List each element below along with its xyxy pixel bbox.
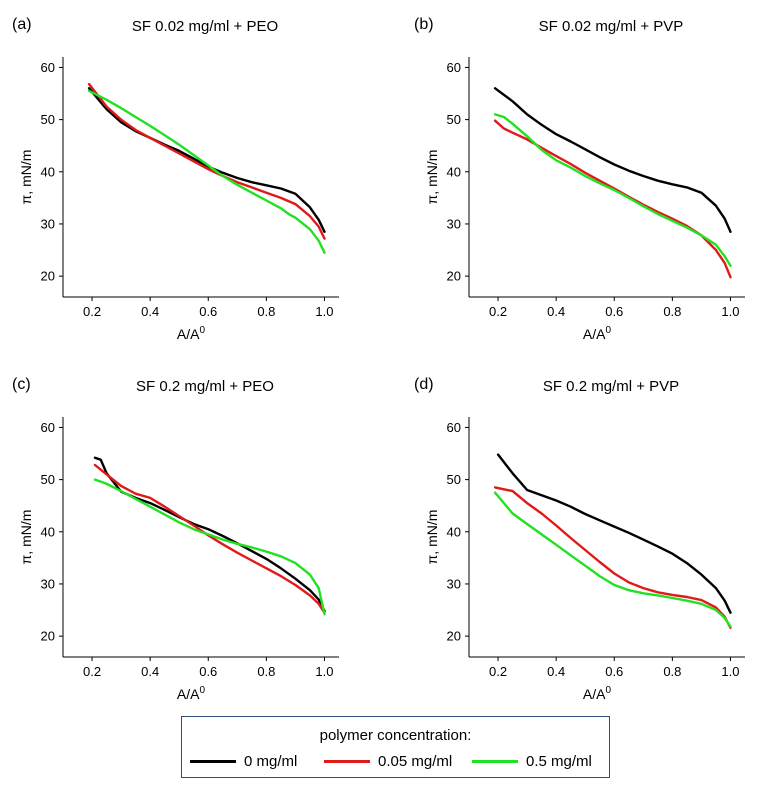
- x-tick-label-d-0.8: 0.8: [663, 664, 681, 679]
- x-tick-label-b-0.2: 0.2: [489, 304, 507, 319]
- y-tick-label-b-40: 40: [447, 164, 461, 179]
- legend-swatch-0-05-mg-ml: [324, 759, 370, 763]
- x-tick-label-c-0.4: 0.4: [141, 664, 159, 679]
- series-line-c-0-5-mg-ml: [93, 478, 326, 616]
- series-line-b-0-05-mg-ml: [493, 119, 732, 279]
- x-tick-label-a-0.8: 0.8: [257, 304, 275, 319]
- y-tick-label-c-20: 20: [41, 629, 55, 644]
- y-tick-label-a-30: 30: [41, 216, 55, 231]
- y-tick-label-b-20: 20: [447, 269, 461, 284]
- series-line-b-0-mg-ml: [493, 87, 732, 234]
- legend: polymer concentration: 0 mg/ml 0.05 mg/m…: [181, 716, 610, 778]
- x-tick-label-a-0.4: 0.4: [141, 304, 159, 319]
- x-tick-label-b-0.8: 0.8: [663, 304, 681, 319]
- y-tick-label-a-40: 40: [41, 164, 55, 179]
- series-line-a-0-5-mg-ml: [87, 89, 326, 254]
- x-tick-label-b-0.4: 0.4: [547, 304, 565, 319]
- legend-label-0-5-mg-ml: 0.5 mg/ml: [526, 752, 592, 770]
- x-tick-label-c-0.2: 0.2: [83, 664, 101, 679]
- legend-item-0-05-mg-ml: 0.05 mg/ml: [324, 751, 452, 771]
- x-axis-label-a: A/A0: [177, 325, 206, 342]
- legend-item-0-5-mg-ml: 0.5 mg/ml: [472, 751, 592, 771]
- y-tick-label-d-30: 30: [447, 576, 461, 591]
- y-tick-label-a-20: 20: [41, 269, 55, 284]
- y-tick-label-d-40: 40: [447, 524, 461, 539]
- legend-item-0-mg-ml: 0 mg/ml: [190, 751, 297, 771]
- x-tick-label-d-1: 1.0: [721, 664, 739, 679]
- y-tick-label-a-60: 60: [41, 60, 55, 75]
- legend-title: polymer concentration:: [319, 727, 472, 744]
- x-tick-label-a-0.2: 0.2: [83, 304, 101, 319]
- panel-label-c: (c): [12, 376, 31, 393]
- series-line-c-0-05-mg-ml: [93, 463, 326, 614]
- y-tick-label-d-20: 20: [447, 629, 461, 644]
- panel-label-a: (a): [12, 16, 32, 33]
- x-tick-label-a-1: 1.0: [315, 304, 333, 319]
- legend-label-0-mg-ml: 0 mg/ml: [244, 752, 298, 770]
- y-tick-label-c-50: 50: [41, 472, 55, 487]
- y-axis-label-a: π, mN/m: [18, 150, 34, 205]
- legend-swatch-0-mg-ml: [190, 759, 236, 763]
- y-axis-label-d: π, mN/m: [424, 510, 440, 565]
- legend-items: 0 mg/ml 0.05 mg/ml 0.5 mg/ml: [182, 751, 609, 771]
- y-tick-label-d-60: 60: [447, 420, 461, 435]
- y-tick-label-c-30: 30: [41, 576, 55, 591]
- x-tick-label-b-0.6: 0.6: [605, 304, 623, 319]
- panel-label-d: (d): [414, 376, 434, 393]
- series-line-d-0-mg-ml: [496, 453, 732, 614]
- panel-d: (d) SF 0.2 mg/ml + PVP 20 30 40 50 60 0.2 0.4 0.6…: [414, 376, 745, 702]
- x-tick-label-a-0.6: 0.6: [199, 304, 217, 319]
- x-tick-label-c-0.6: 0.6: [199, 664, 217, 679]
- legend-swatch-0-5-mg-ml: [472, 759, 518, 763]
- x-tick-label-d-0.6: 0.6: [605, 664, 623, 679]
- panel-b: (b) SF 0.02 mg/ml + PVP 20 30 40 50 60 0.2 0.4 0.…: [414, 16, 745, 342]
- y-tick-label-b-60: 60: [447, 60, 461, 75]
- x-tick-label-d-0.2: 0.2: [489, 664, 507, 679]
- y-axis-label-c: π, mN/m: [18, 510, 34, 565]
- series-line-b-0-5-mg-ml: [493, 113, 732, 267]
- y-tick-label-b-30: 30: [447, 216, 461, 231]
- chart-title-c: SF 0.2 mg/ml + PEO: [136, 378, 274, 395]
- legend-label-0-05-mg-ml: 0.05 mg/ml: [378, 752, 453, 770]
- x-tick-label-d-0.4: 0.4: [547, 664, 565, 679]
- x-tick-label-c-1: 1.0: [315, 664, 333, 679]
- panel-a: (a) SF 0.02 mg/ml + PEO 20 30 40 50 60 0.2 0.4 0.…: [12, 16, 339, 342]
- series-line-a-0-05-mg-ml: [87, 82, 326, 240]
- series-line-d-0-05-mg-ml: [493, 486, 732, 629]
- series-line-d-0-5-mg-ml: [493, 491, 732, 628]
- chart-title-a: SF 0.02 mg/ml + PEO: [132, 18, 278, 35]
- panel-c: (c) SF 0.2 mg/ml + PEO 20 30 40 50 60 0.2 0.4 0.6…: [12, 376, 339, 702]
- chart-title-b: SF 0.02 mg/ml + PVP: [539, 18, 684, 35]
- y-tick-label-a-50: 50: [41, 112, 55, 127]
- x-tick-label-b-1: 1.0: [721, 304, 739, 319]
- y-tick-label-d-50: 50: [447, 472, 461, 487]
- y-axis-label-b: π, mN/m: [424, 150, 440, 205]
- y-tick-label-b-50: 50: [447, 112, 461, 127]
- x-axis-label-b: A/A0: [583, 325, 612, 342]
- x-axis-label-d: A/A0: [583, 685, 612, 702]
- y-tick-label-c-40: 40: [41, 524, 55, 539]
- panel-label-b: (b): [414, 16, 434, 33]
- chart-title-d: SF 0.2 mg/ml + PVP: [543, 378, 679, 395]
- x-tick-label-c-0.8: 0.8: [257, 664, 275, 679]
- y-tick-label-c-60: 60: [41, 420, 55, 435]
- x-axis-label-c: A/A0: [177, 685, 206, 702]
